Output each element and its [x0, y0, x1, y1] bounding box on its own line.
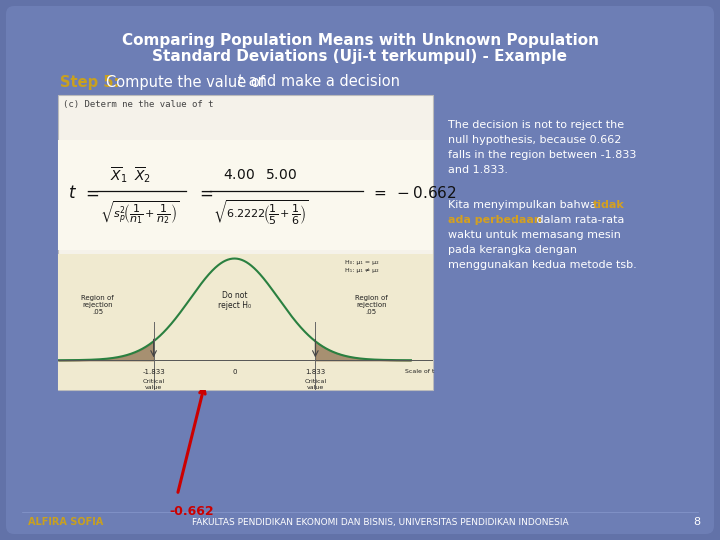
Text: Region of
rejection
.05: Region of rejection .05 [355, 295, 387, 315]
Text: $=$: $=$ [196, 184, 213, 202]
Text: 0: 0 [233, 369, 237, 375]
Text: H₁: μ₁ ≠ μ₂: H₁: μ₁ ≠ μ₂ [345, 268, 379, 273]
Text: -0.662: -0.662 [169, 505, 214, 518]
Text: The decision is not to reject the: The decision is not to reject the [448, 120, 624, 130]
Text: tidak: tidak [593, 200, 625, 210]
Text: menggunakan kedua metode tsb.: menggunakan kedua metode tsb. [448, 260, 636, 270]
Text: Region of
rejection
.05: Region of rejection .05 [81, 295, 114, 315]
Bar [58, 95, 433, 390]
Text: H₀: μ₁ = μ₂: H₀: μ₁ = μ₂ [345, 260, 379, 265]
Text: $4.00\;\;\; 5.00$: $4.00\;\;\; 5.00$ [223, 168, 297, 182]
Text: Kita menyimpulkan bahwa: Kita menyimpulkan bahwa [448, 200, 600, 210]
Text: pada kerangka dengan: pada kerangka dengan [448, 245, 577, 255]
Text: -1.833: -1.833 [143, 369, 165, 375]
Text: $\sqrt{s_p^2\!\left(\dfrac{1}{n_1}+\dfrac{1}{n_2}\right)}$: $\sqrt{s_p^2\!\left(\dfrac{1}{n_1}+\dfra… [100, 199, 179, 227]
Text: falls in the region between -1.833: falls in the region between -1.833 [448, 150, 636, 160]
Text: $\sqrt{6.2222\!\left(\dfrac{1}{5}+\dfrac{1}{6}\right)}$: $\sqrt{6.2222\!\left(\dfrac{1}{5}+\dfrac… [213, 199, 309, 227]
Bar [58, 140, 433, 250]
Text: waktu untuk memasang mesin: waktu untuk memasang mesin [448, 230, 621, 240]
Text: Critical
value: Critical value [143, 379, 165, 390]
Text: Step 5:: Step 5: [60, 75, 120, 90]
Text: $=\;-0.662$: $=\;-0.662$ [371, 185, 456, 201]
Text: Scale of t: Scale of t [405, 369, 434, 374]
Text: Standard Deviations (Uji-t terkumpul) - Example: Standard Deviations (Uji-t terkumpul) - … [153, 49, 567, 64]
Text: (c) Determ ne the value of t: (c) Determ ne the value of t [63, 100, 214, 109]
Text: ada perbedaan: ada perbedaan [448, 215, 541, 225]
Text: Comparing Population Means with Unknown Population: Comparing Population Means with Unknown … [122, 32, 598, 48]
Text: ALFIRA SOFIA: ALFIRA SOFIA [28, 517, 103, 527]
Text: Compute the value of: Compute the value of [106, 75, 269, 90]
Text: $=$: $=$ [82, 184, 99, 202]
Text: t: t [236, 75, 242, 90]
Text: FAKULTAS PENDIDIKAN EKONOMI DAN BISNIS, UNIVERSITAS PENDIDIKAN INDONESIA: FAKULTAS PENDIDIKAN EKONOMI DAN BISNIS, … [192, 517, 568, 526]
Text: null hypothesis, because 0.662: null hypothesis, because 0.662 [448, 135, 621, 145]
FancyBboxPatch shape [6, 6, 714, 534]
Text: 8: 8 [693, 517, 700, 527]
Text: Do not
reject H₀: Do not reject H₀ [218, 291, 251, 310]
Text: $t$: $t$ [68, 184, 77, 202]
Text: and 1.833.: and 1.833. [448, 165, 508, 175]
Text: dalam rata-rata: dalam rata-rata [533, 215, 624, 225]
Text: and make a decision: and make a decision [244, 75, 400, 90]
Text: 1.833: 1.833 [305, 369, 325, 375]
Text: $\overline{X}_1\;\; \overline{X}_2$: $\overline{X}_1\;\; \overline{X}_2$ [110, 165, 151, 185]
Text: Critical
value: Critical value [305, 379, 326, 390]
